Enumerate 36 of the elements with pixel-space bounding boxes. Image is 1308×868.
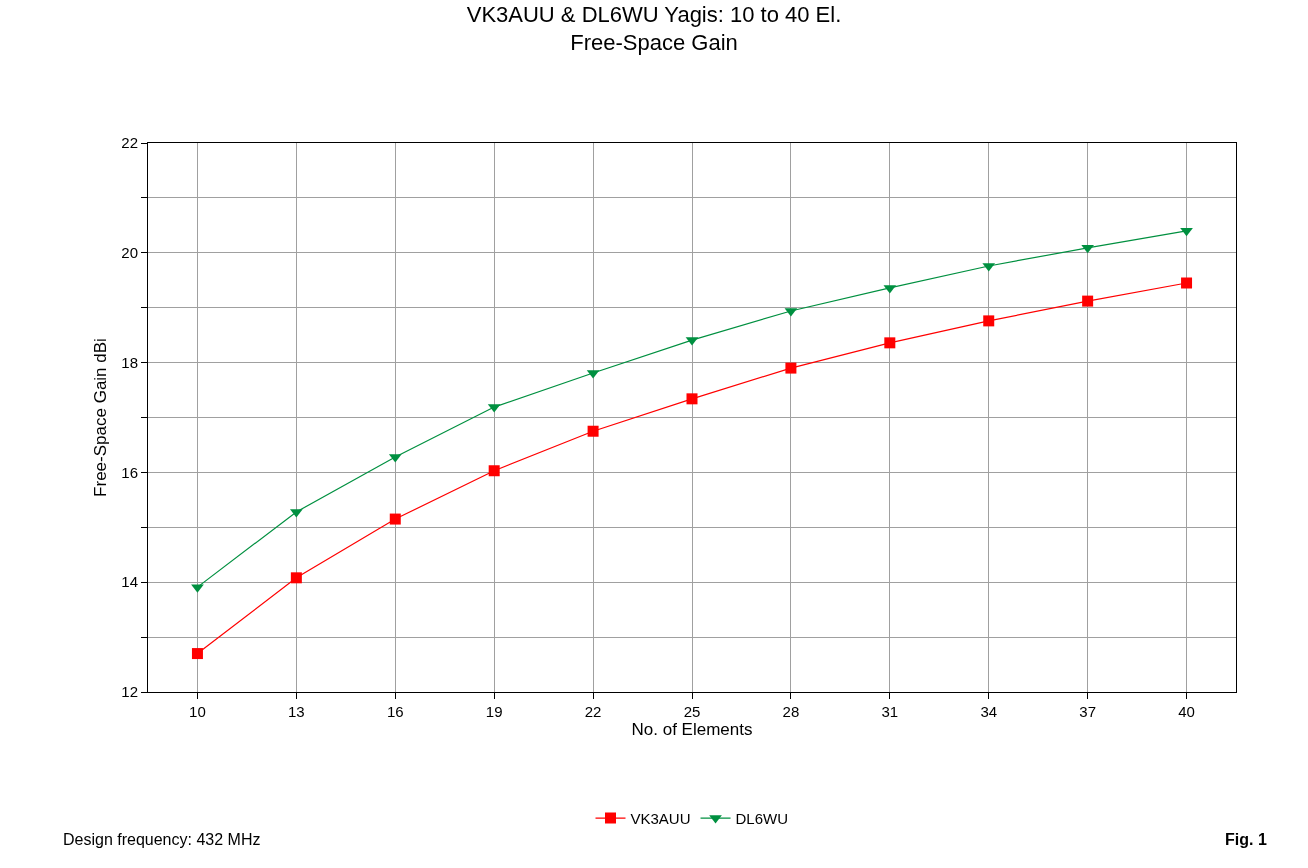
y-tick-label: 22 (121, 134, 138, 152)
x-tick-label: 28 (782, 703, 800, 720)
point (191, 648, 203, 660)
x-tick-label: 13 (288, 703, 305, 720)
y-tick-label: 20 (121, 244, 138, 262)
chart-title: VK3AUU & DL6WU Yagis: 10 to 40 El. (466, 1, 842, 27)
point (1082, 295, 1094, 307)
point (983, 315, 995, 327)
x-tick-label: 34 (980, 703, 998, 720)
point (488, 465, 500, 477)
y-axis-title: Free-Space Gain dBi (90, 338, 110, 497)
point (884, 337, 896, 349)
point (587, 425, 599, 437)
x-tick-label: 31 (881, 703, 899, 720)
point (389, 513, 401, 525)
x-tick-label: 25 (683, 703, 701, 720)
y-tick-label: 18 (121, 353, 138, 371)
x-tick-label: 10 (189, 703, 206, 720)
text: Design frequency: 432 MHz (63, 831, 261, 848)
point (290, 572, 302, 584)
x-tick-label: 19 (485, 703, 503, 720)
legend-label: VK3AUU (630, 809, 691, 827)
legend-label: DL6WU (735, 809, 789, 827)
chart-subtitle: Free-Space Gain (570, 30, 738, 56)
x-tick-label: 22 (584, 703, 602, 720)
y-tick-label: 16 (121, 463, 138, 481)
y-tick-label: 12 (121, 683, 138, 701)
y-tick-label: 14 (121, 573, 138, 591)
point (1181, 277, 1193, 289)
point (686, 393, 698, 405)
x-tick-label: 16 (386, 703, 404, 720)
point (785, 362, 797, 374)
caption: Fig. 1 (1225, 831, 1267, 848)
x-axis-title: No. of Elements (631, 720, 753, 740)
x-tick-label: 40 (1178, 703, 1195, 720)
x-tick-label: 37 (1079, 703, 1096, 720)
